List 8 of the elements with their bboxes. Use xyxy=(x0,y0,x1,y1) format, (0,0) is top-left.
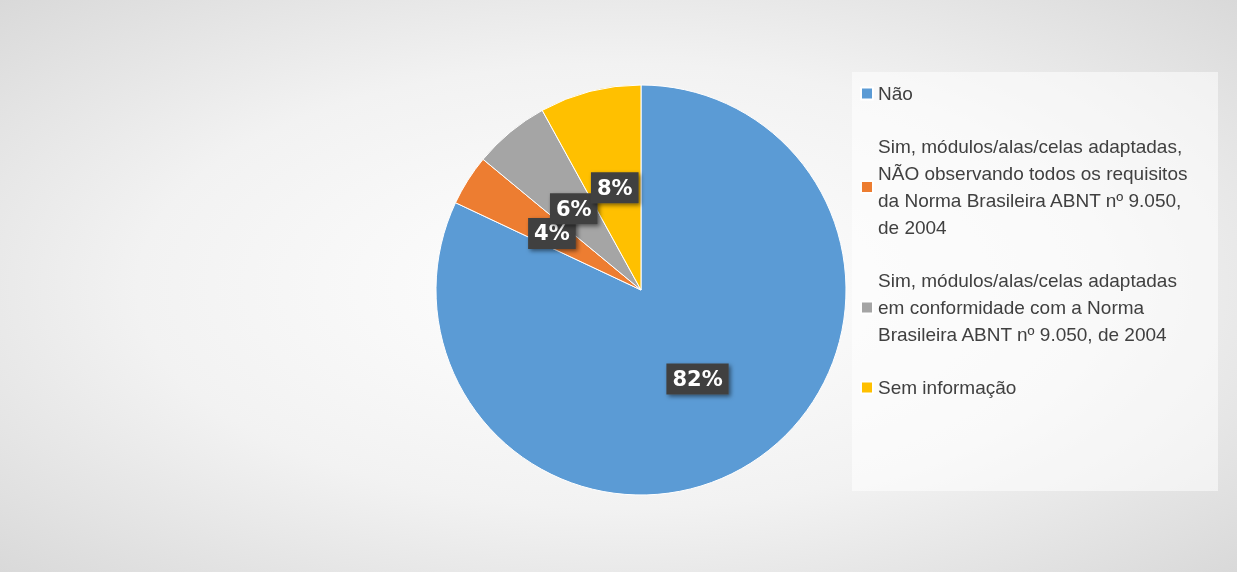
data-label: 6% xyxy=(555,196,592,221)
legend-label: Sim, módulos/alas/celas adaptadas, NÃO observando todos os requisitos da Norma Brasileira ABNT nº 9.050, de 2004 xyxy=(878,136,1193,238)
legend-label: Não xyxy=(878,83,913,104)
legend-label: Sim, módulos/alas/celas adaptadas em conformidade com a Norma Brasileira ABNT nº 9.050, de 2004 xyxy=(878,270,1183,345)
data-label: 8% xyxy=(596,175,633,200)
legend-label: Sem informação xyxy=(878,377,1017,398)
data-label: 82% xyxy=(672,367,723,392)
data-label: 4% xyxy=(534,221,570,246)
